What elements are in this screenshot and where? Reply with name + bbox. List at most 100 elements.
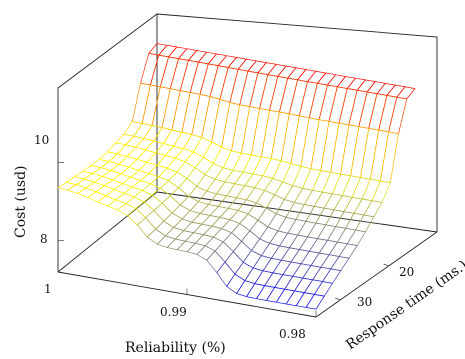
tick-layer <box>57 162 389 317</box>
surface-cell-3-0 <box>87 191 107 203</box>
surface-cell-25-7 <box>363 200 383 218</box>
surface-cell-21-2 <box>282 261 302 277</box>
surface-cell-13-8 <box>252 156 272 177</box>
surface-cell-11-9 <box>240 106 261 156</box>
surface-cell-24-9 <box>369 129 390 182</box>
surface-cell-16-1 <box>224 251 244 275</box>
surface-cell-15-9 <box>280 113 300 164</box>
surface-cell-7-0 <box>126 208 147 226</box>
surface-cell-6-0 <box>116 203 137 216</box>
surface-cell-20-10 <box>338 88 358 126</box>
surface-cell-24-6 <box>345 212 365 231</box>
surface-cell-5-11 <box>197 51 218 65</box>
surface-cell-12-7 <box>234 171 254 186</box>
surface-cell-20-0 <box>255 285 276 301</box>
surface-cell-1-11 <box>158 44 178 58</box>
surface-cell-25-9 <box>379 131 399 184</box>
surface-cell-22-10 <box>358 91 378 129</box>
surface-cell-23-11 <box>376 83 396 96</box>
surface-cell-20-2 <box>272 259 292 275</box>
surface-cell-11-11 <box>257 62 277 75</box>
surface-cell-25-0 <box>305 294 325 310</box>
surface-cell-11-7 <box>224 169 244 185</box>
surface-cell-6-1 <box>125 196 145 210</box>
surface-cell-25-11 <box>396 86 416 100</box>
surface-cell-1-0 <box>67 184 87 194</box>
surface-cell-19-10 <box>328 86 348 124</box>
y-tick-label-30: 30 <box>357 295 372 309</box>
surface-cell-6-4 <box>149 176 170 189</box>
surface-cell-8-3 <box>161 195 181 214</box>
surface-cell-22-1 <box>284 275 304 292</box>
x-axis-label: Reliability (%) <box>125 340 226 356</box>
surface-cell-8-11 <box>227 57 247 70</box>
surface-cell-24-8 <box>361 178 381 202</box>
surface-cell-3-2 <box>103 179 124 190</box>
surface-cell-23-0 <box>285 290 305 307</box>
surface-cell-3-4 <box>120 166 140 178</box>
surface-cell-22-0 <box>275 288 296 305</box>
surface-cell-20-1 <box>264 272 284 288</box>
surface-cell-19-3 <box>270 245 291 261</box>
surface-cell-3-9 <box>161 88 181 131</box>
surface-cell-7-1 <box>135 201 155 219</box>
surface-cell-0-10 <box>140 53 160 86</box>
surface-cell-2-8 <box>143 125 163 142</box>
surface-cell-23-10 <box>368 93 388 131</box>
surface-cell-14-0 <box>196 245 216 261</box>
surface-cell-3-3 <box>111 173 132 184</box>
surface-cell-8-1 <box>145 209 165 230</box>
floor-back-edge <box>156 191 438 233</box>
z-tick-label-8: 8 <box>40 232 48 246</box>
surface-cell-20-7 <box>313 191 333 209</box>
surface-cell-23-1 <box>293 277 314 293</box>
z-tick-label-10: 10 <box>34 133 49 147</box>
surface-cell-22-3 <box>300 250 320 266</box>
surface-cell-15-4 <box>239 213 259 232</box>
surface-cell-8-10 <box>219 67 239 103</box>
surface-cell-19-8 <box>312 170 332 193</box>
surface-cell-22-7 <box>333 195 353 212</box>
surface-cell-20-3 <box>280 247 300 263</box>
surface-cell-16-3 <box>241 230 261 252</box>
surface-cell-17-9 <box>300 117 320 170</box>
surface-cell-0-8 <box>123 121 143 137</box>
surface-cell-2-4 <box>110 163 130 175</box>
surface-cell-20-5 <box>297 220 317 238</box>
surface-cell-18-0 <box>236 280 256 298</box>
surface-cell-8-5 <box>178 177 198 197</box>
surface-cell-25-3 <box>330 256 350 271</box>
surface-cell-6-2 <box>133 190 153 203</box>
surface-cell-9-10 <box>229 68 249 106</box>
surface-cell-16-9 <box>290 115 310 167</box>
surface-cell-8-2 <box>153 202 173 222</box>
surface-cell-19-4 <box>278 232 299 249</box>
surface-cell-19-9 <box>320 120 340 173</box>
surface-cell-22-9 <box>350 126 370 178</box>
surface-cell-5-0 <box>106 199 127 211</box>
surface-cell-23-9 <box>360 127 380 180</box>
surface-cell-14-2 <box>212 228 233 243</box>
surface-cell-3-8 <box>153 127 173 144</box>
surface-cell-15-1 <box>214 241 234 263</box>
surface-cell-5-8 <box>173 131 193 150</box>
surface-cell-1-2 <box>83 173 104 183</box>
surface-cell-14-8 <box>262 158 282 179</box>
surface-cell-21-7 <box>323 193 343 211</box>
surface-cell-4-1 <box>105 189 125 201</box>
surface-cell-8-6 <box>186 167 206 187</box>
surface-cell-21-5 <box>307 222 327 239</box>
back-wall-right <box>156 13 438 232</box>
surface-cell-14-9 <box>270 111 290 162</box>
surface-cell-14-11 <box>287 67 307 81</box>
surface-cell-24-2 <box>312 266 332 282</box>
surface-mesh <box>57 43 416 310</box>
surface-cell-13-11 <box>277 65 297 79</box>
surface-cell-18-7 <box>293 187 314 205</box>
surface-cell-17-1 <box>234 261 254 282</box>
surface-cell-21-10 <box>348 89 368 128</box>
surface-cell-2-9 <box>151 86 171 129</box>
surface-cell-14-1 <box>204 236 224 252</box>
surface-cell-24-0 <box>295 292 315 308</box>
surface-cell-7-6 <box>176 161 196 179</box>
